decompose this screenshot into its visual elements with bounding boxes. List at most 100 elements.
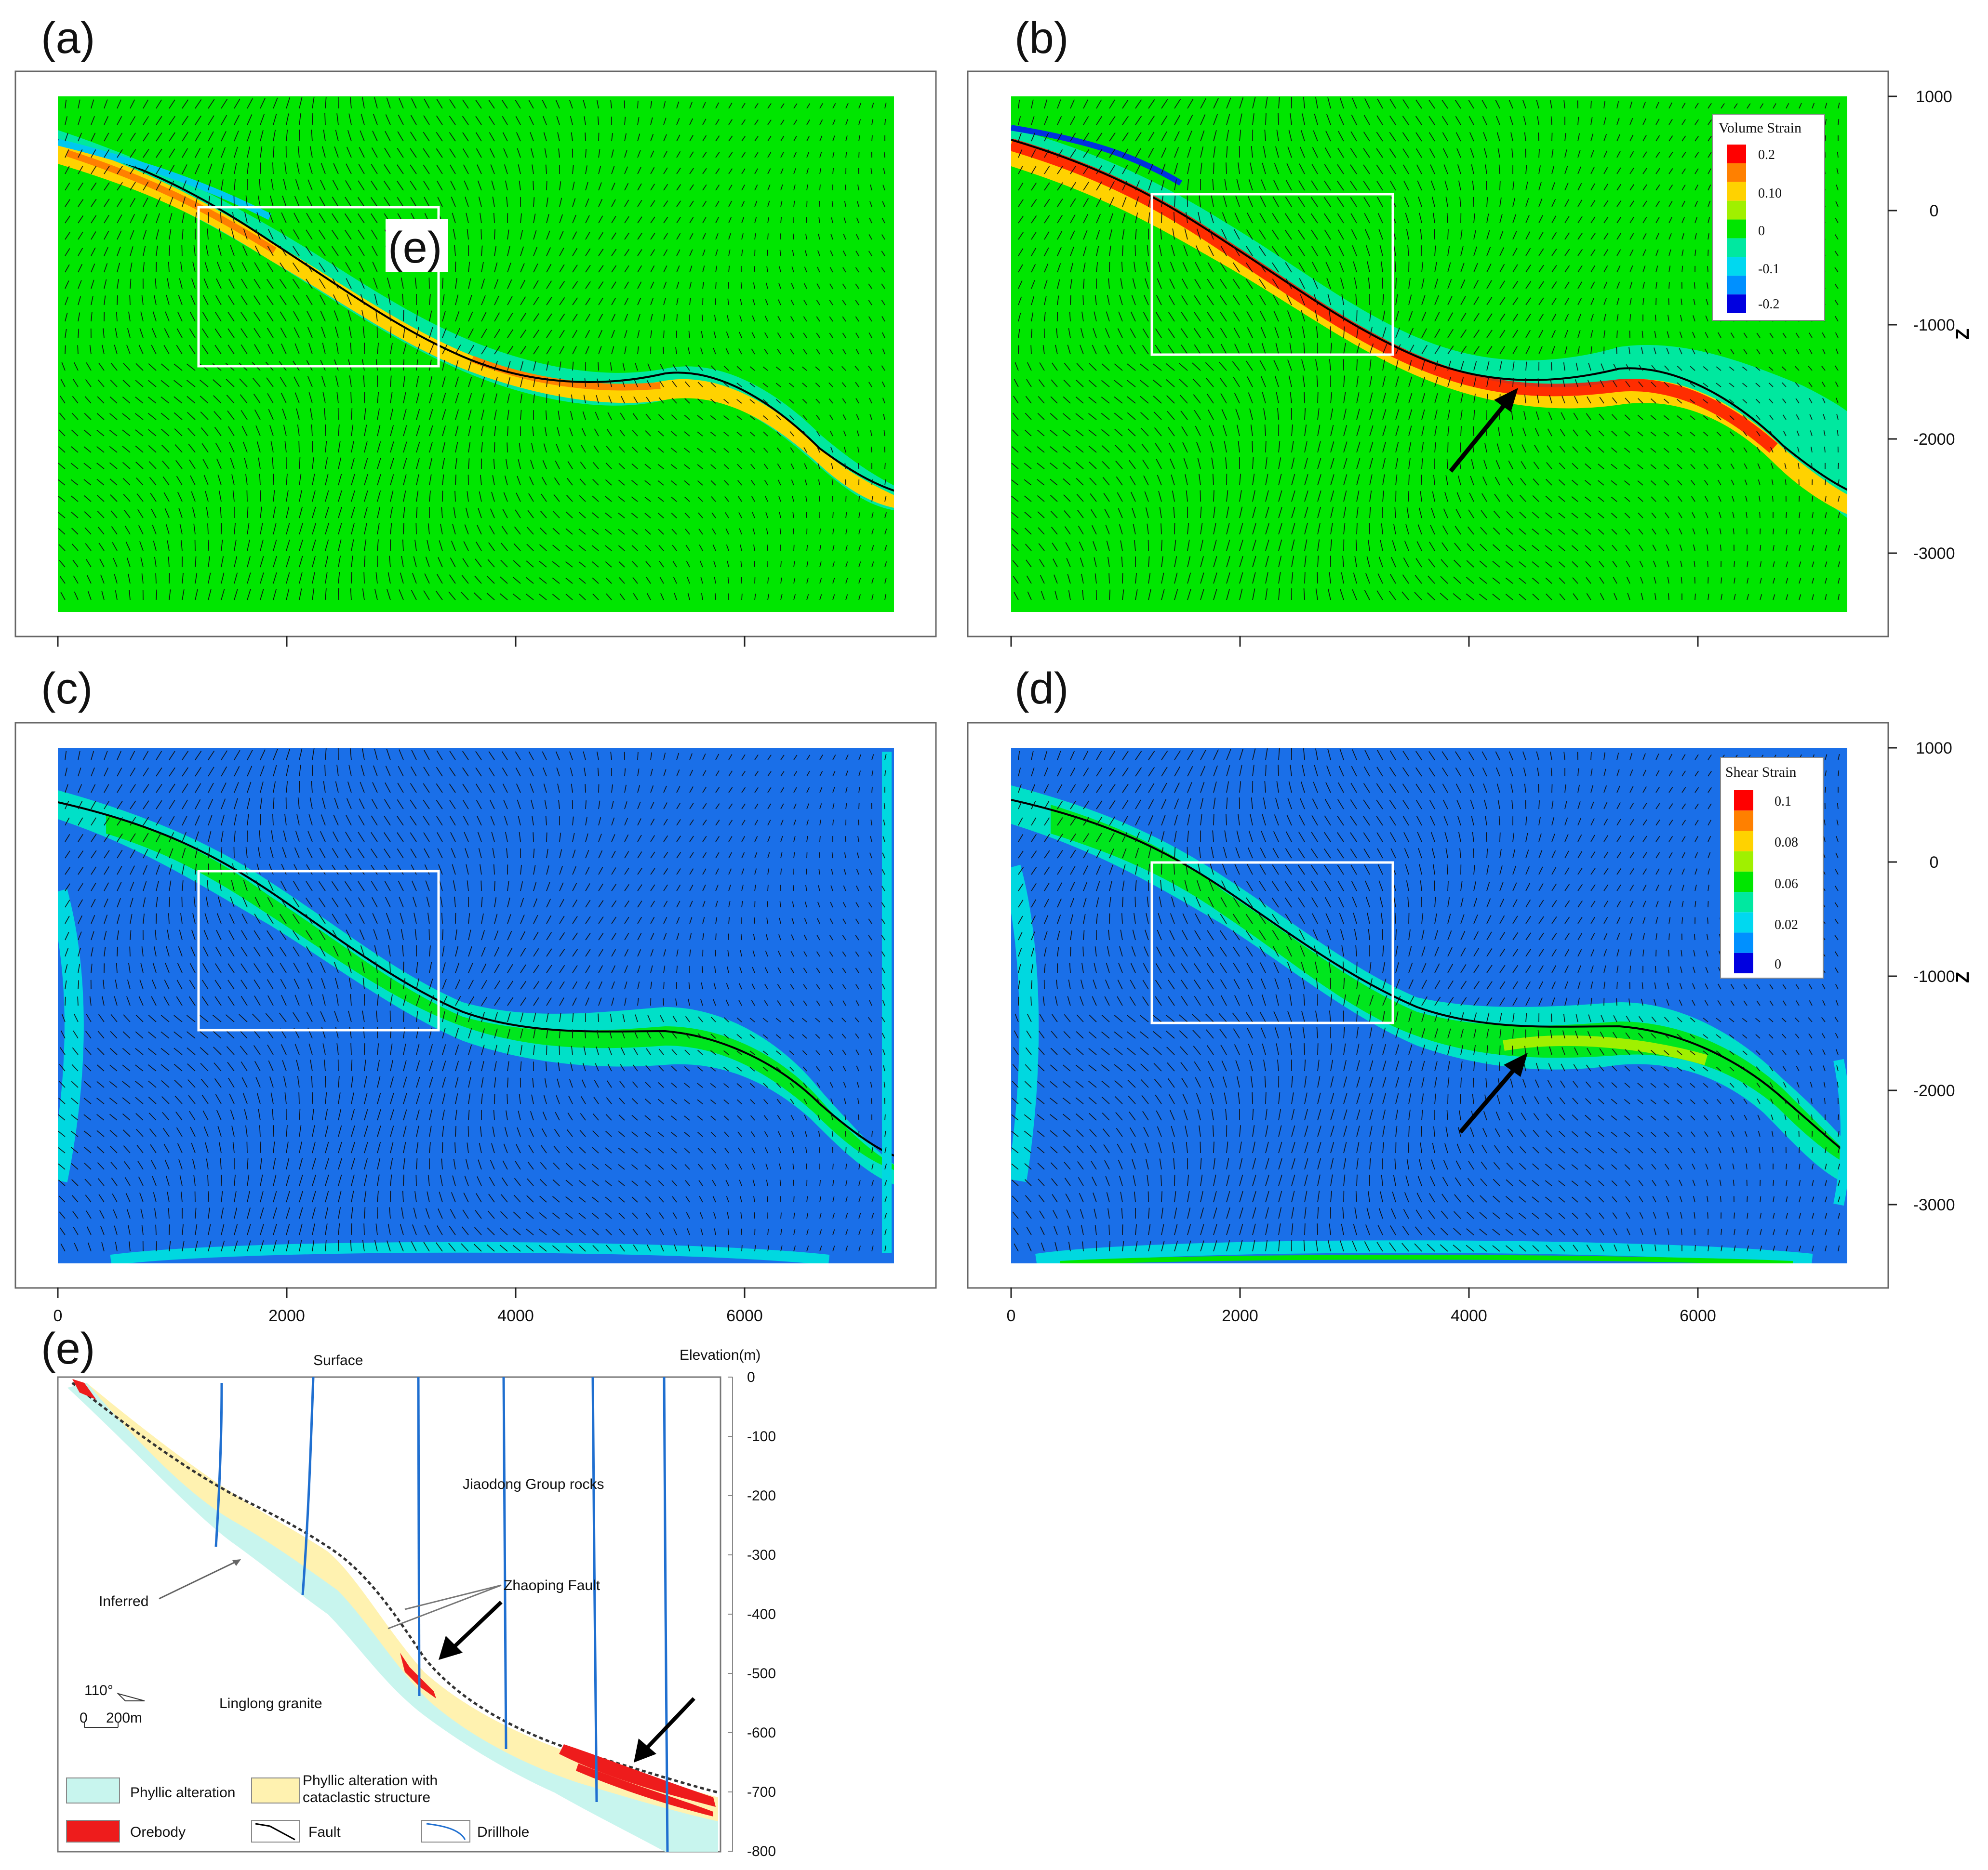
inferred-leader [159, 1560, 238, 1600]
velocity-vectors [58, 748, 887, 1252]
panel-a-zoom-box [197, 206, 440, 368]
drillhole-4 [502, 1377, 507, 1750]
z-tick-label: -3000 [1913, 1196, 1955, 1214]
shear-legend-label-1: 0.1 [1775, 794, 1791, 809]
elevation-label: Elevation(m) [680, 1347, 761, 1363]
x-axis: 0 2000 4000 6000 [1007, 1287, 1716, 1325]
z-axis-label-top: Z [1953, 329, 1973, 340]
z-tick-label: -3000 [1913, 544, 1955, 563]
panel-d: Shear Strain 0.1 0.08 0.06 0.02 0 0 2000 4… [967, 722, 1955, 1325]
panel-c-field [58, 748, 894, 1263]
volume-legend-label-5: -0.2 [1758, 297, 1779, 312]
shear-legend-label-4: 0.02 [1775, 917, 1798, 932]
elevation-tick-label: -300 [747, 1547, 776, 1563]
legend-color-swatch [1734, 871, 1753, 892]
legend-phyllic-label: Phyllic alteration [130, 1785, 235, 1801]
legend-cataclastic-label-1: Phyllic alteration with [303, 1773, 438, 1789]
scale-zero: 0 [80, 1710, 88, 1726]
x-axis [1010, 636, 1699, 647]
elevation-tick-label: -100 [747, 1429, 776, 1445]
drillhole-6 [663, 1377, 669, 1852]
velocity-vectors [58, 97, 887, 600]
panel-a: (e) [14, 70, 937, 647]
z-tick-label: -2000 [1913, 430, 1955, 449]
legend-drillhole-label: Drillhole [477, 1824, 529, 1840]
shear-legend-label-2: 0.08 [1775, 835, 1798, 850]
panel-e-arrow-1 [452, 1601, 503, 1649]
x-tick-label: 2000 [268, 1307, 305, 1325]
inset-label: (e) [388, 223, 442, 272]
panel-b: Volume Strain 0.2 0.10 0 -0.1 -0.2 1000 0… [967, 70, 1955, 647]
elevation-tick-label: -800 [747, 1843, 776, 1859]
inset-label-bg [386, 219, 448, 272]
drillhole-2 [301, 1377, 315, 1595]
volume-legend-title: Volume Strain [1719, 120, 1801, 136]
panel-d-arrow [1458, 1063, 1520, 1134]
x-tick-label: 0 [1007, 1307, 1016, 1325]
velocity-vectors [1011, 97, 1841, 600]
panel-e-arrowhead-1 [439, 1636, 463, 1660]
inferred-label: Inferred [99, 1593, 148, 1609]
legend-color-swatch [1727, 257, 1746, 276]
volume-legend-label-2: 0.10 [1758, 186, 1782, 201]
legend-color-swatch [1727, 219, 1746, 239]
drillhole-3 [417, 1377, 421, 1697]
x-axis [57, 636, 746, 647]
elevation-axis: 0 -100 -200 -300 -400 -500 -600 -700 -800 [728, 1369, 776, 1859]
legend-drillhole-icon [426, 1823, 466, 1840]
panel-b-zoom-box [1150, 193, 1394, 356]
panel-e-arrow-2 [644, 1697, 695, 1751]
volume-legend-label-1: 0.2 [1758, 147, 1775, 162]
surface-label: Surface [313, 1353, 363, 1368]
drillhole-1 [214, 1382, 223, 1547]
legend-color-swatch [1734, 932, 1753, 953]
panel-label-e: (e) [41, 1324, 95, 1373]
orientation-label: 110° [84, 1683, 113, 1698]
z-tick-label: 0 [1930, 853, 1939, 872]
legend-color-swatch [1734, 790, 1753, 811]
x-tick-label: 2000 [1222, 1307, 1258, 1325]
zhaoping-label: Zhaoping Fault [504, 1578, 600, 1593]
orebody-top [72, 1379, 96, 1400]
jiaodong-label: Jiaodong Group rocks [463, 1476, 604, 1492]
z-tick-label: -1000 [1913, 968, 1955, 986]
zhaoping-leader-1 [404, 1584, 502, 1610]
drillhole-5 [591, 1377, 598, 1803]
panel-c-zoom-box [197, 870, 440, 1032]
volume-legend: Volume Strain 0.2 0.10 0 -0.1 -0.2 [1712, 114, 1825, 321]
orebody-lower [559, 1744, 716, 1807]
legend-color-swatch [1734, 851, 1753, 872]
orebody-lower-2 [576, 1764, 713, 1817]
legend-color-swatch [1727, 145, 1746, 163]
legend-orebody-swatch [66, 1820, 120, 1843]
orientation-icon [116, 1693, 145, 1701]
z-tick-label: -2000 [1913, 1082, 1955, 1100]
z-axis: 1000 0 -1000 -2000 -3000 [1888, 88, 1955, 563]
linglong-label: Linglong granite [219, 1696, 322, 1711]
legend-color-swatch [1727, 294, 1746, 313]
panel-b-arrow [1449, 398, 1510, 473]
elevation-tick-label: -700 [747, 1784, 776, 1800]
z-tick-label: 1000 [1916, 88, 1952, 106]
shear-legend-label-3: 0.06 [1775, 876, 1798, 891]
legend-color-swatch [1727, 182, 1746, 201]
z-tick-label: -1000 [1913, 316, 1955, 334]
panel-a-fault [58, 139, 894, 492]
legend-orebody-label: Orebody [130, 1824, 186, 1840]
scale-length: 200m [106, 1710, 142, 1726]
panel-label-d: (d) [1014, 664, 1068, 713]
legend-color-swatch [1727, 238, 1746, 257]
shear-legend: Shear Strain 0.1 0.08 0.06 0.02 0 [1720, 757, 1824, 979]
panel-b-fault [1011, 139, 1847, 491]
elevation-tick-label: -500 [747, 1666, 776, 1682]
panel-c: 0 2000 4000 6000 [14, 722, 937, 1325]
velocity-vectors [1011, 748, 1841, 1252]
panel-label-b: (b) [1014, 13, 1068, 63]
legend-cataclastic-swatch [251, 1777, 300, 1804]
x-tick-label: 4000 [1451, 1307, 1487, 1325]
x-tick-label: 4000 [497, 1307, 534, 1325]
legend-color-swatch [1734, 912, 1753, 933]
z-tick-label: 1000 [1916, 739, 1952, 757]
legend-color-swatch [1734, 953, 1753, 973]
zhaoping-leader-2 [387, 1584, 502, 1630]
